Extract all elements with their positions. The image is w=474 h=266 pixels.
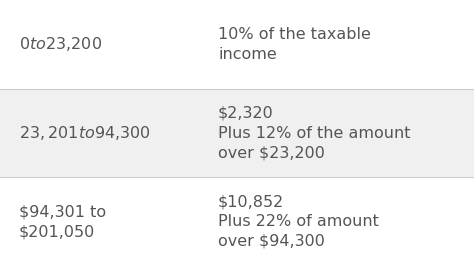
Text: $94,301 to
$201,050: $94,301 to $201,050 (19, 204, 106, 239)
Bar (0, 177, 474, 266)
Bar (0, 89, 474, 177)
Text: 10% of the taxable
income: 10% of the taxable income (218, 27, 371, 62)
Bar (0, 0, 474, 89)
Text: $2,320
Plus 12% of the amount
over $23,200: $2,320 Plus 12% of the amount over $23,2… (218, 106, 410, 160)
Text: $0 to $23,200: $0 to $23,200 (19, 35, 102, 53)
Text: $10,852
Plus 22% of amount
over $94,300: $10,852 Plus 22% of amount over $94,300 (218, 194, 379, 249)
Text: $23,201 to $94,300: $23,201 to $94,300 (19, 124, 151, 142)
